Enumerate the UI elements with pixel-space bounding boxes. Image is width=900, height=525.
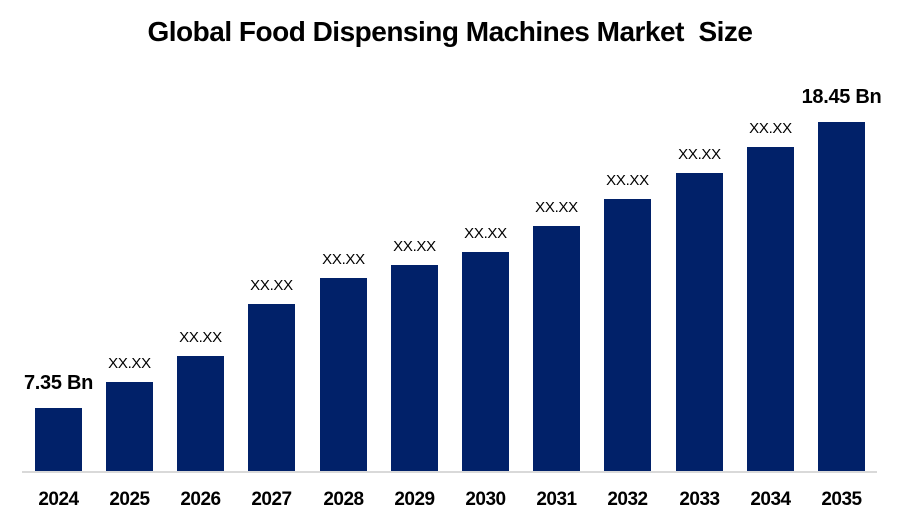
bar-2029: XX.XX (391, 238, 438, 471)
x-tick-label-2028: 2028 (323, 489, 364, 510)
bar-value-label-2029: XX.XX (393, 238, 436, 255)
x-tick-label-2029: 2029 (394, 489, 435, 510)
bar-value-label-2024: 7.35 Bn (23, 372, 94, 394)
bar-value-label-2026: XX.XX (179, 329, 222, 346)
bar-value-label-2033: XX.XX (678, 146, 721, 163)
bar-value-label-2027: XX.XX (250, 277, 293, 294)
x-tick-label-2026: 2026 (180, 489, 221, 510)
bar-value-label-2030: XX.XX (464, 225, 507, 242)
x-tick-label-2025: 2025 (109, 489, 150, 510)
x-axis-line (22, 471, 877, 473)
x-tick-label-2027: 2027 (251, 489, 292, 510)
bar-2035: 18.45 Bn (802, 86, 882, 471)
bar-2031: XX.XX (533, 199, 580, 471)
bar-2034: XX.XX (747, 120, 794, 471)
bar-2032: XX.XX (604, 172, 651, 471)
bar-2028: XX.XX (320, 251, 367, 471)
chart-title: Global Food Dispensing Machines Market S… (147, 16, 753, 47)
x-tick-label-2034: 2034 (750, 489, 791, 510)
x-tick-label-2031: 2031 (536, 489, 577, 510)
bar-value-label-2025: XX.XX (108, 355, 151, 372)
x-tick-label-2032: 2032 (607, 489, 648, 510)
bar-2030: XX.XX (462, 225, 509, 471)
bar-value-label-2035: 18.45 Bn (801, 86, 882, 108)
bar-2026: XX.XX (177, 329, 224, 471)
bar-2025: XX.XX (106, 355, 153, 471)
bar-value-label-2031: XX.XX (535, 199, 578, 216)
x-tick-label-2030: 2030 (465, 489, 506, 510)
bar-value-label-2028: XX.XX (322, 251, 365, 268)
bar-2033: XX.XX (676, 146, 723, 471)
bar-2027: XX.XX (248, 277, 295, 471)
bar-value-label-2034: XX.XX (749, 120, 792, 137)
bar-value-label-2032: XX.XX (606, 172, 649, 189)
bar-2024: 7.35 Bn (24, 372, 93, 471)
x-tick-label-2024: 2024 (38, 489, 79, 510)
x-tick-label-2035: 2035 (821, 489, 862, 510)
x-tick-label-2033: 2033 (679, 489, 720, 510)
